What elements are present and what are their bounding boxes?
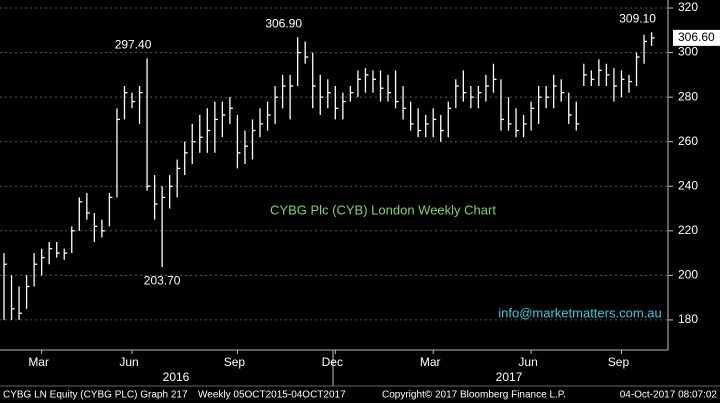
footer-text: Weekly 05OCT2015-04OCT2017: [198, 390, 346, 401]
value-label: 306.90: [265, 16, 302, 30]
x-tick-label: Sep: [224, 355, 246, 369]
y-tick-label: 300: [678, 45, 698, 59]
year-label: 2017: [496, 370, 523, 384]
y-tick-label: 200: [678, 268, 698, 282]
last-price-box: [673, 29, 720, 46]
year-label: 2016: [163, 370, 190, 384]
y-tick-label: 240: [678, 178, 698, 192]
x-tick-label: Jun: [119, 355, 138, 369]
footer-text: CYBG LN Equity (CYBG PLC) Graph 217: [3, 390, 188, 401]
y-tick-label: 320: [678, 0, 698, 14]
x-tick-label: Mar: [420, 355, 441, 369]
last-price-label: 306.60: [678, 30, 715, 44]
x-tick-label: Sep: [608, 355, 630, 369]
x-tick-label: Mar: [28, 355, 49, 369]
watermark: info@marketmatters.com.au: [498, 305, 661, 320]
footer-text: 04-Oct-2017 08:07:02: [620, 390, 718, 401]
x-tick-label: Jun: [518, 355, 537, 369]
y-tick-label: 220: [678, 223, 698, 237]
y-tick-label: 180: [678, 312, 698, 326]
footer-text: Copyright© 2017 Bloomberg Finance L.P.: [382, 390, 566, 401]
value-label: 297.40: [115, 38, 152, 52]
value-label: 309.10: [619, 11, 656, 25]
y-tick-label: 280: [678, 89, 698, 103]
y-tick-label: 260: [678, 134, 698, 148]
x-tick-label: Dec: [322, 355, 343, 369]
chart-annotation: CYBG Plc (CYB) London Weekly Chart: [270, 202, 496, 217]
value-label: 203.70: [144, 273, 181, 287]
